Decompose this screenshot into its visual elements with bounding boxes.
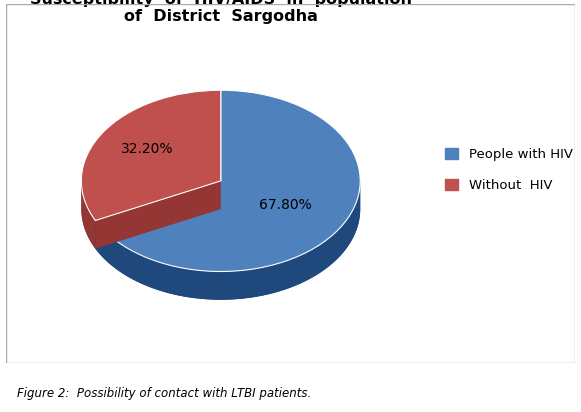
Polygon shape [95,178,221,249]
Polygon shape [81,179,95,249]
Text: 32.20%: 32.20% [121,142,174,156]
Title: Susceptibility  of  HIV/AIDS  in  population
of  District  Sargodha: Susceptibility of HIV/AIDS in population… [30,0,412,24]
Polygon shape [81,178,360,300]
Text: 67.80%: 67.80% [259,198,312,212]
Legend: People with HIV, Without  HIV: People with HIV, Without HIV [445,148,573,192]
Polygon shape [95,178,221,249]
Text: Figure 2:  Possibility of contact with LTBI patients.: Figure 2: Possibility of contact with LT… [17,386,311,400]
Wedge shape [95,90,360,272]
Wedge shape [81,90,221,220]
Polygon shape [95,180,360,300]
